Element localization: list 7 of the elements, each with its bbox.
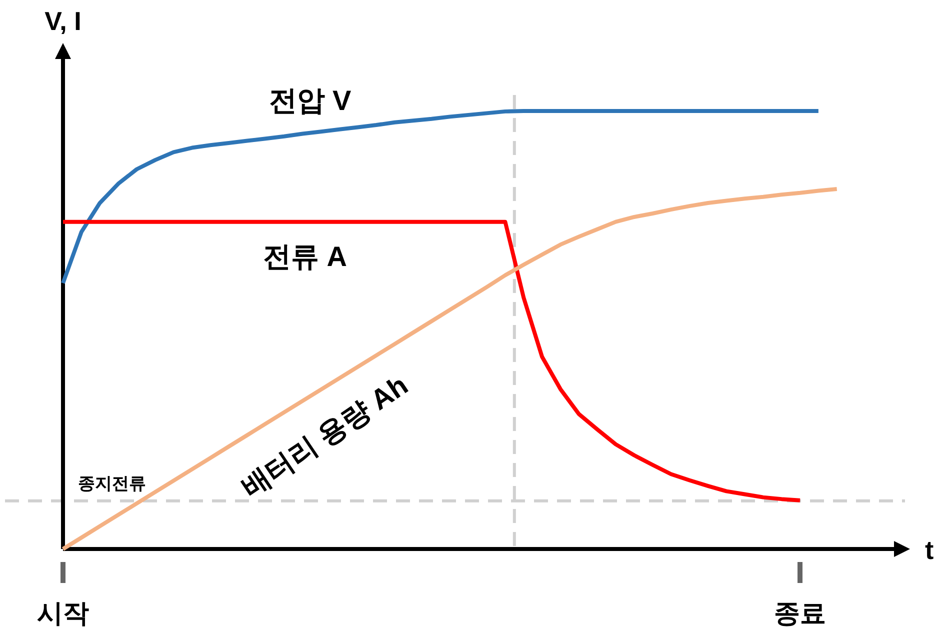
x-tick-label: 종료 xyxy=(774,598,826,628)
series-label: 전류 A xyxy=(263,241,347,272)
x-axis-title: t xyxy=(925,535,934,565)
series-label: 전압 V xyxy=(268,85,352,116)
y-axis-title: V, I xyxy=(44,6,82,36)
x-tick-label: 시작 xyxy=(37,598,89,628)
ref-line-label: 종지전류 xyxy=(78,474,146,493)
